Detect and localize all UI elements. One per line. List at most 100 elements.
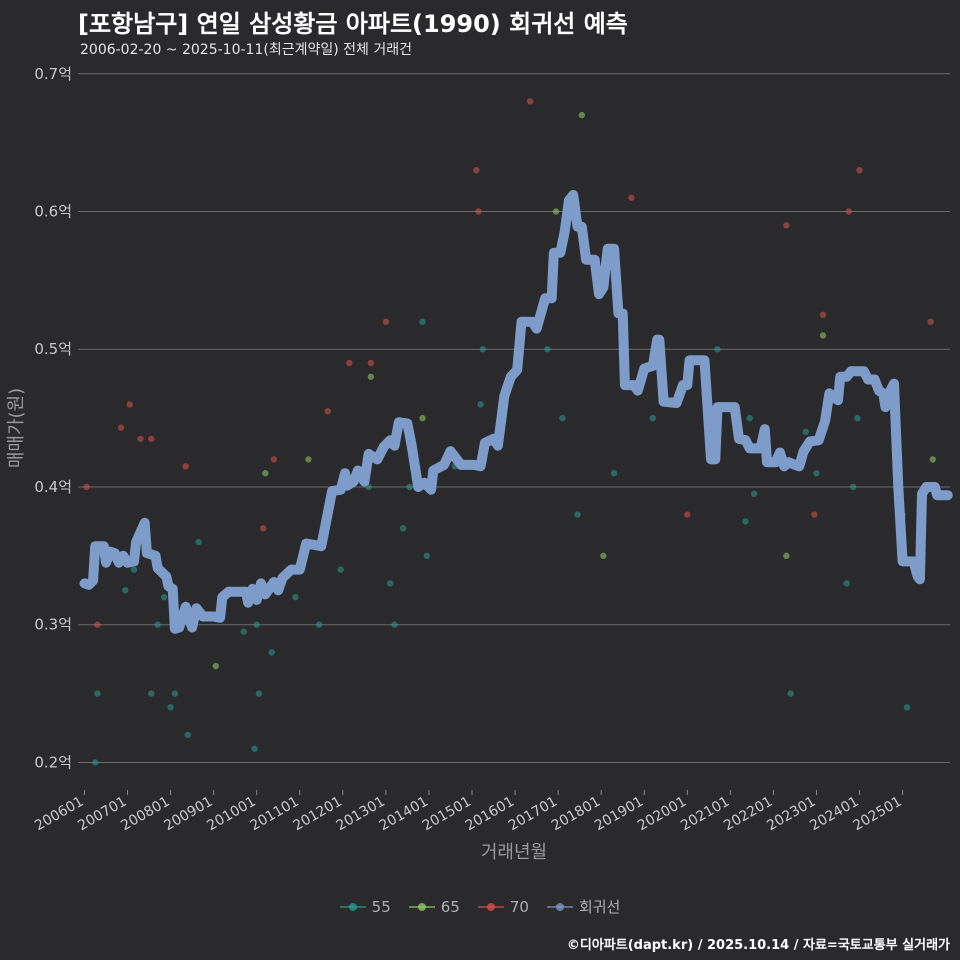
data-point-70 bbox=[845, 208, 853, 215]
data-point-55 bbox=[479, 346, 486, 353]
legend-item: 회귀선 bbox=[546, 896, 621, 917]
data-point-55 bbox=[337, 566, 344, 573]
data-point-70 bbox=[927, 318, 934, 325]
data-point-55 bbox=[903, 704, 911, 711]
data-point-55 bbox=[195, 538, 202, 546]
data-point-55 bbox=[742, 518, 749, 525]
x-tick-label: 200901 bbox=[161, 794, 215, 835]
data-point-55 bbox=[649, 414, 657, 422]
legend-swatch bbox=[408, 900, 435, 914]
data-point-55 bbox=[391, 621, 398, 628]
x-tick-label: 202501 bbox=[850, 794, 904, 835]
data-point-70 bbox=[117, 424, 125, 431]
data-point-55 bbox=[423, 552, 430, 560]
x-tick-label: 200601 bbox=[32, 794, 86, 835]
data-point-70 bbox=[137, 435, 144, 442]
data-point-55 bbox=[251, 745, 258, 752]
y-tick-label: 0.4억 bbox=[34, 478, 72, 496]
data-point-55 bbox=[268, 649, 275, 656]
data-point-55 bbox=[292, 593, 299, 601]
y-gridlines bbox=[78, 73, 950, 763]
data-point-55 bbox=[574, 511, 581, 518]
x-tick-label: 201301 bbox=[334, 794, 388, 835]
x-tick-label: 200801 bbox=[118, 794, 172, 835]
x-tick-label: 202001 bbox=[635, 794, 689, 835]
data-point-55 bbox=[130, 566, 138, 573]
x-axis-ticks: 2006012007012008012009012010012011012012… bbox=[32, 790, 905, 835]
x-tick-label: 201901 bbox=[592, 794, 646, 835]
data-point-70 bbox=[473, 166, 480, 174]
data-point-55 bbox=[544, 346, 551, 353]
x-tick-label: 202201 bbox=[721, 794, 775, 835]
legend-swatch bbox=[546, 900, 573, 914]
data-point-70 bbox=[475, 208, 482, 215]
data-point-55 bbox=[122, 587, 129, 594]
data-point-55 bbox=[315, 621, 323, 628]
x-tick-label: 201701 bbox=[506, 794, 560, 835]
legend-label: 65 bbox=[440, 897, 460, 916]
data-point-55 bbox=[92, 759, 99, 766]
x-tick-label: 201801 bbox=[549, 794, 603, 835]
data-point-55 bbox=[750, 490, 758, 498]
data-point-55 bbox=[94, 690, 101, 697]
legend-dot bbox=[417, 902, 426, 911]
data-point-55 bbox=[184, 731, 192, 739]
data-point-55 bbox=[419, 318, 426, 325]
data-point-55 bbox=[386, 580, 394, 587]
data-point-55 bbox=[746, 414, 753, 422]
data-point-55 bbox=[167, 704, 174, 711]
data-point-55 bbox=[240, 628, 247, 635]
x-tick-label: 202101 bbox=[678, 794, 732, 835]
data-point-65 bbox=[305, 456, 312, 463]
legend: 55 65 70 회귀선 bbox=[0, 896, 960, 917]
chart-title: [포항남구] 연일 삼성황금 아파트(1990) 회귀선 예측 bbox=[78, 10, 628, 38]
legend-item: 55 bbox=[339, 897, 391, 916]
legend-swatch bbox=[477, 900, 504, 914]
x-tick-label: 201601 bbox=[463, 794, 517, 835]
data-point-55 bbox=[399, 525, 407, 532]
data-point-55 bbox=[610, 470, 618, 477]
legend-swatch bbox=[339, 900, 366, 914]
legend-label: 55 bbox=[371, 897, 391, 916]
data-point-55 bbox=[406, 483, 413, 491]
x-tick-label: 201401 bbox=[377, 794, 431, 835]
data-point-55 bbox=[802, 428, 809, 436]
x-tick-label: 202301 bbox=[764, 794, 818, 835]
data-point-70 bbox=[270, 456, 278, 463]
data-point-55 bbox=[160, 593, 168, 601]
y-tick-label: 0.5억 bbox=[34, 340, 72, 358]
data-point-55 bbox=[714, 346, 721, 353]
data-point-70 bbox=[182, 463, 189, 470]
data-point-70 bbox=[259, 525, 267, 532]
regression-line-group bbox=[79, 190, 953, 634]
data-point-55 bbox=[255, 690, 263, 697]
data-point-55 bbox=[854, 414, 861, 422]
legend-item: 65 bbox=[408, 897, 460, 916]
data-point-55 bbox=[559, 414, 566, 422]
legend-label: 회귀선 bbox=[578, 898, 621, 916]
y-tick-label: 0.6억 bbox=[34, 203, 72, 221]
x-tick-label: 201501 bbox=[420, 794, 474, 835]
data-point-70 bbox=[811, 511, 818, 518]
data-point-65 bbox=[783, 552, 790, 560]
data-point-55 bbox=[253, 621, 260, 628]
data-point-65 bbox=[929, 456, 936, 463]
data-point-55 bbox=[148, 690, 155, 697]
y-tick-label: 0.7억 bbox=[34, 65, 72, 83]
data-point-65 bbox=[212, 662, 219, 670]
data-point-70 bbox=[526, 98, 534, 105]
data-point-65 bbox=[367, 373, 375, 380]
data-point-65 bbox=[600, 552, 607, 560]
data-point-70 bbox=[856, 166, 863, 174]
footer-credit: ©디아파트(dapt.kr) / 2025.10.14 / 자료=국토교통부 실… bbox=[566, 938, 950, 953]
data-point-70 bbox=[684, 511, 691, 518]
data-point-70 bbox=[83, 483, 90, 491]
data-point-55 bbox=[171, 690, 179, 697]
data-point-70 bbox=[346, 359, 353, 367]
data-point-70 bbox=[367, 359, 375, 367]
data-point-70 bbox=[148, 435, 155, 442]
data-point-70 bbox=[819, 311, 827, 319]
y-tick-label: 0.2억 bbox=[34, 753, 72, 771]
x-tick-label: 202401 bbox=[807, 794, 861, 835]
